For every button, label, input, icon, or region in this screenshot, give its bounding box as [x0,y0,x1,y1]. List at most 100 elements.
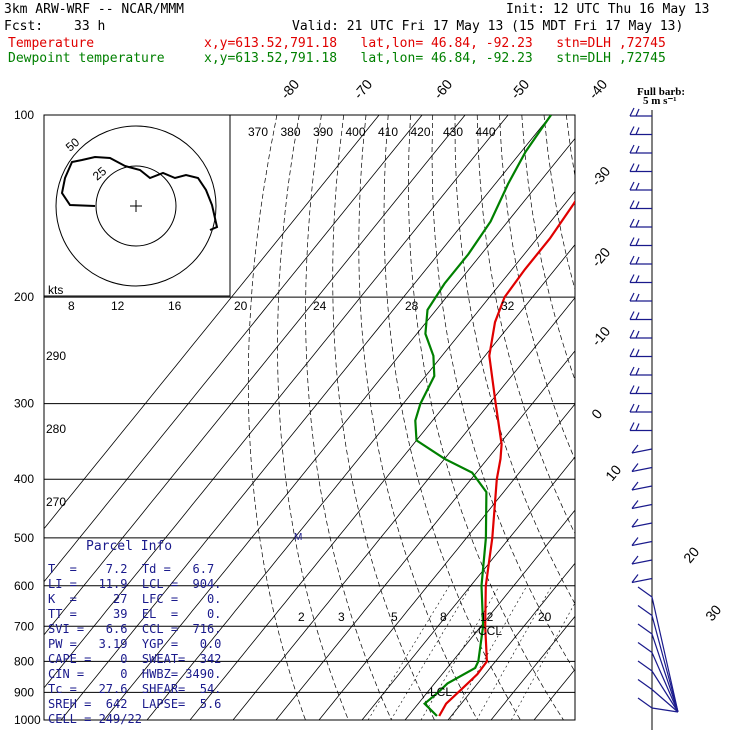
pressure-tick-label: 600 [14,579,34,593]
wind-barb-shaft [631,485,653,491]
speed-scale-label: 28 [405,299,419,313]
marker-label: M [294,532,302,543]
isotherm-line [318,403,575,720]
isotherm-side-label: -20 [588,244,613,270]
wind-barb-flag [631,481,639,491]
wind-barb [631,574,653,584]
wind-barb [629,348,652,358]
wind-barb-shaft [651,615,679,713]
isotherm-line [103,137,575,720]
init-time: Init: 12 UTC Thu 16 May 13 [506,2,710,17]
parcel-row: LI = 11.9 LCL = 904. [48,577,222,591]
dry-adiabat-line [408,115,564,720]
wind-barb [631,500,653,510]
wind-barb-flag [629,329,635,339]
isotherm-side-label: -30 [588,163,613,189]
pressure-tick-label: 900 [14,685,34,699]
wind-barb [629,255,652,265]
wind-barb-shaft [631,540,653,547]
wind-barb-shaft [631,448,653,454]
dry-adiabat-line [633,115,740,720]
hodograph-trace [60,155,219,231]
wind-barb-flag [629,163,635,172]
wind-barb-flag [629,126,635,135]
mixing-ratio-label: 12 [480,610,494,624]
dry-adiabat-line [565,115,575,179]
wind-barb [631,518,653,528]
isotherm-line [404,509,575,720]
wind-barb [637,642,679,713]
wind-barb-flag [629,107,635,117]
parcel-row: CELL = 249/22 [48,712,142,726]
wind-barb-shaft [651,670,679,713]
isotherm-line [60,115,552,720]
wind-barb [629,329,652,339]
hodograph-ring-50 [55,125,217,287]
barb-legend-value: 5 m s⁻¹ [643,95,677,107]
isotherm-top-label: -50 [507,76,532,102]
wind-barb-flag [629,144,635,154]
wind-barb-flag [635,219,640,228]
wind-barb-shaft [637,642,653,653]
model-title: 3km ARW-WRF -- NCAR/MMM [4,2,185,17]
dry-adiabat-line [358,115,478,720]
wind-barb [629,385,652,395]
wind-barb [629,366,652,376]
wind-barb-shaft [637,697,653,709]
isotherm-side-label: 30 [702,602,724,624]
isotherm-line [361,456,575,720]
pressure-tick-label: 400 [14,472,34,486]
wind-barb-flag [629,274,635,283]
wind-barb-flag [635,201,640,209]
wind-barb [629,422,652,432]
wind-barb-shaft [631,503,653,510]
temperature-profile-line [438,199,575,717]
isotherm-line [189,244,575,720]
isotherm-line [447,562,575,720]
dewpoint-location: x,y=613.52,791.18 lat,lon= 46.84, -92.23… [204,51,666,66]
dry-adiabat-line [431,115,575,673]
dry-adiabat-label: 270 [46,495,66,509]
wind-barb-flag [635,127,640,135]
isotherm-line [44,115,466,636]
ccl-label: -CCL [474,624,502,638]
theta-e-label: 430 [443,125,463,139]
wind-barb-shaft [637,660,653,672]
wind-barb-shaft [651,689,679,713]
wind-barb-flag [635,108,640,117]
mixing-ratio-line [420,585,500,720]
lcl-label: -LCL [426,685,452,699]
isotherm-top-label: -70 [350,76,375,102]
wind-barb-flag [629,403,635,413]
wind-barb-shaft [631,577,653,584]
theta-e-label: 440 [476,125,496,139]
wind-barb-flag [635,238,640,246]
isotherm-top-label: -40 [585,76,610,102]
wind-barb-flag [635,275,640,283]
temperature-location: x,y=613.52,791.18 lat,lon= 46.84, -92.23… [204,36,666,51]
dry-adiabat-line [655,115,740,720]
isotherm-side-label: 10 [602,462,624,484]
speed-scale-label: 20 [234,299,248,313]
wind-barb-shaft [637,605,653,616]
wind-barb [629,311,652,321]
isotherm-line [44,115,509,689]
wind-barb [629,144,652,154]
valid-time: Valid: 21 UTC Fri 17 May 13 (15 MDT Fri … [292,19,684,34]
theta-e-label: 370 [248,125,268,139]
wind-barb-flag [635,145,640,154]
isotherm-line [533,668,575,720]
wind-barb [629,181,652,191]
barb-legend-title: Full barb: [637,86,685,98]
isotherm-side-label: -10 [588,323,613,349]
wind-barb-flag [635,330,640,339]
wind-barb-shaft [631,522,653,528]
theta-e-label: 380 [281,125,301,139]
parcel-row: Tc = 27.6 SHEAR= 54. [48,682,222,696]
wind-barb-flag [631,518,639,528]
pressure-tick-label: 300 [14,397,34,411]
speed-scale-label: 16 [168,299,182,313]
mixing-ratio-line [511,602,575,720]
wind-barb-flag [629,311,635,320]
